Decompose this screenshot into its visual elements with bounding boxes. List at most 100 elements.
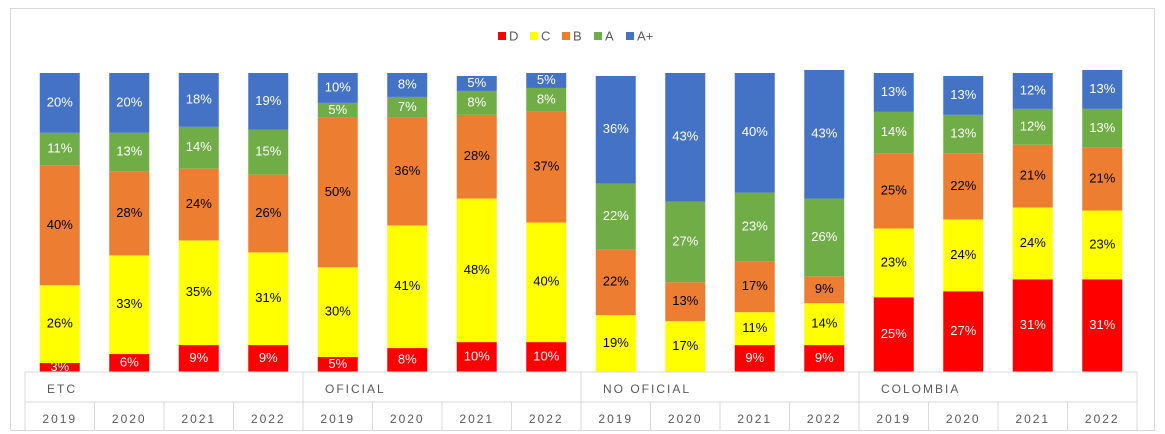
data-label: 30% xyxy=(325,304,351,319)
bar-segment xyxy=(178,345,219,372)
bar-segment xyxy=(943,219,984,292)
bar-segment xyxy=(178,168,219,241)
bar-segment xyxy=(943,153,984,220)
data-label: 43% xyxy=(811,126,837,141)
bar-segment xyxy=(873,153,914,229)
bar-segment xyxy=(248,345,289,372)
group-label: ETC xyxy=(47,382,77,396)
data-label: 22% xyxy=(603,208,629,223)
data-label: 8% xyxy=(398,76,417,91)
bar-segment xyxy=(248,129,289,175)
legend-swatch xyxy=(562,32,570,40)
bar-segment xyxy=(873,297,914,372)
data-label: 10% xyxy=(464,348,490,363)
data-label: 6% xyxy=(120,354,139,369)
data-label: 9% xyxy=(815,281,834,296)
data-label: 27% xyxy=(950,323,976,338)
bar-segment xyxy=(456,114,497,199)
data-label: 21% xyxy=(1089,171,1115,186)
data-label: 24% xyxy=(186,196,212,211)
legend-label: A xyxy=(605,28,614,43)
x-tick-label: 2021 xyxy=(459,412,494,426)
data-label: 21% xyxy=(1020,168,1046,183)
bar-segment xyxy=(1012,279,1053,372)
bar-segment xyxy=(873,73,914,112)
bar-segment xyxy=(1082,210,1123,280)
bar-segment xyxy=(456,75,497,91)
x-tick-label: 2019 xyxy=(42,412,77,426)
data-label: 20% xyxy=(116,94,142,109)
data-label: 9% xyxy=(745,350,764,365)
data-label: 7% xyxy=(398,99,417,114)
data-label: 40% xyxy=(742,124,768,139)
data-label: 10% xyxy=(325,79,351,94)
x-tick-label: 2021 xyxy=(737,412,772,426)
legend-swatch xyxy=(626,32,634,40)
data-label: 22% xyxy=(603,274,629,289)
bar-segment xyxy=(1082,70,1123,109)
bar-segment xyxy=(665,282,706,322)
data-label: 5% xyxy=(328,102,347,117)
data-label: 10% xyxy=(533,348,559,363)
data-label: 40% xyxy=(47,217,73,232)
bar-segment xyxy=(665,201,706,283)
bar-segment xyxy=(387,73,428,97)
data-label: 9% xyxy=(259,350,278,365)
bar-segment xyxy=(109,171,150,256)
x-tick-label: 2022 xyxy=(1085,412,1120,426)
bar-segment xyxy=(317,267,358,358)
bar-segment xyxy=(109,255,150,355)
bar-segment xyxy=(387,96,428,118)
data-label: 8% xyxy=(467,94,486,109)
data-label: 41% xyxy=(394,278,420,293)
x-tick-label: 2021 xyxy=(181,412,216,426)
bar-segment xyxy=(387,348,428,372)
data-label: 40% xyxy=(533,274,559,289)
bar-segment xyxy=(943,75,984,115)
bar-segment xyxy=(734,345,775,372)
bar-segment xyxy=(873,228,914,298)
bar-segment xyxy=(317,357,358,372)
data-label: 37% xyxy=(533,159,559,174)
data-label: 33% xyxy=(116,296,142,311)
x-tick-label: 2020 xyxy=(112,412,147,426)
bar-segment xyxy=(804,70,845,199)
bar-segment xyxy=(39,285,80,364)
x-tick-label: 2020 xyxy=(946,412,981,426)
legend-swatch xyxy=(594,32,602,40)
x-tick-label: 2020 xyxy=(390,412,425,426)
bar-segment xyxy=(595,183,636,250)
bar-segment xyxy=(595,75,636,184)
bar-segment xyxy=(1082,108,1123,148)
x-tick-label: 2019 xyxy=(876,412,911,426)
bar-segment xyxy=(595,315,636,372)
data-label: 31% xyxy=(1020,317,1046,332)
bar-segment xyxy=(526,111,567,223)
bar-segment xyxy=(1012,144,1053,208)
data-label: 13% xyxy=(1089,120,1115,135)
bar-segment xyxy=(109,132,150,172)
bar-segment xyxy=(387,117,428,226)
bar-segment xyxy=(1012,207,1053,280)
legend-label: C xyxy=(541,28,550,43)
data-label: 27% xyxy=(672,233,698,248)
data-label: 17% xyxy=(742,278,768,293)
legend-label: B xyxy=(573,28,582,43)
data-label: 13% xyxy=(1089,81,1115,96)
data-label: 5% xyxy=(328,356,347,371)
data-label: 24% xyxy=(1020,235,1046,250)
data-label: 36% xyxy=(603,121,629,136)
bar-segment xyxy=(526,222,567,343)
data-label: 14% xyxy=(186,139,212,154)
data-label: 9% xyxy=(189,350,208,365)
data-label: 11% xyxy=(47,141,72,156)
bar-segment xyxy=(109,73,150,133)
bar-segment xyxy=(804,345,845,372)
data-label: 35% xyxy=(186,284,212,299)
bar-segment xyxy=(248,174,289,253)
bar-segment xyxy=(39,363,80,372)
data-label: 17% xyxy=(672,338,698,353)
data-label: 15% xyxy=(255,144,281,159)
data-label: 13% xyxy=(116,144,142,159)
